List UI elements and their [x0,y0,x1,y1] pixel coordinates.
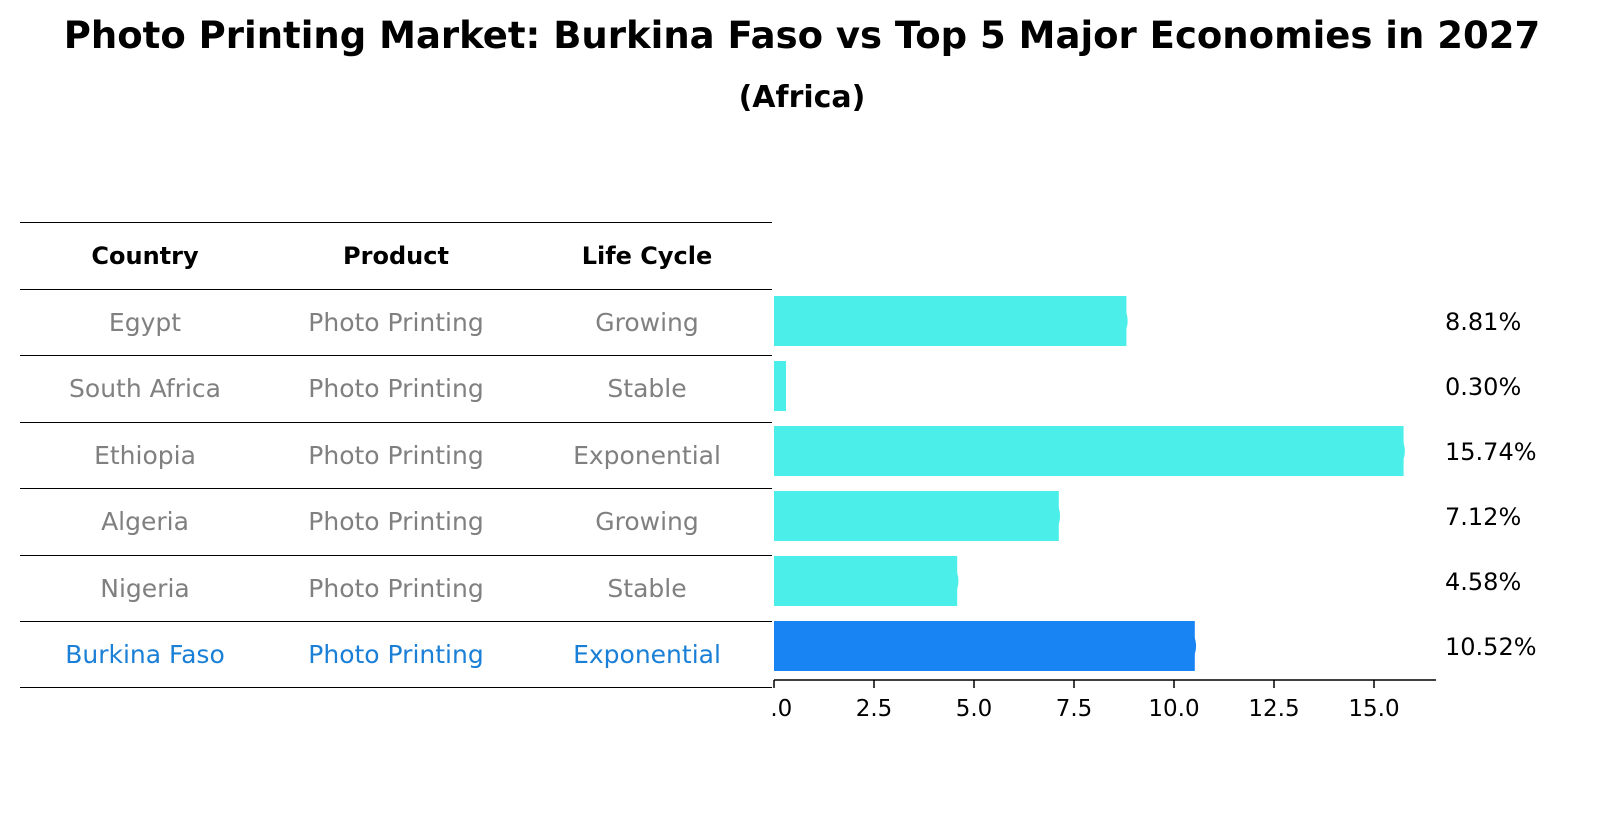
value-label: 0.30% [1445,373,1521,401]
table-row-highlighted: Burkina Faso Photo Printing Exponential [20,621,772,688]
country-cell: Ethiopia [94,440,196,470]
chart-subtitle: (Africa) [738,80,866,115]
country-cell: Egypt [108,307,182,337]
bar-cap [908,556,959,606]
country-cell: South Africa [69,374,221,404]
table-row: South Africa Photo Printing Stable [20,355,772,422]
header-country: Country [91,241,199,270]
x-tick-label: 2.5 [856,696,893,722]
value-label: 4.58% [1445,568,1521,596]
country-cell: Algeria [101,507,189,537]
bar-body [774,361,786,411]
bar-body [774,296,1127,346]
table-row: Algeria Photo Printing Growing [20,488,772,555]
header-life-cycle: Life Cycle [581,241,713,270]
product-cell: Photo Printing [308,507,484,537]
product-cell: Photo Printing [308,573,484,603]
bar-highlighted [774,621,1197,671]
value-label: 8.81% [1445,308,1521,336]
x-tick-label: 7.5 [1056,696,1093,722]
life-cycle-cell: Exponential [573,639,721,669]
table-row: Egypt Photo Printing Growing [20,288,772,356]
x-tick-label: 12.5 [1248,696,1299,722]
bar-body [774,621,1195,671]
life-cycle-cell: Growing [595,507,699,537]
life-cycle-cell: Stable [607,374,687,404]
table-row: Nigeria Photo Printing Stable [20,554,772,622]
value-label: 15.74% [1445,438,1537,466]
x-tick-label: 5.0 [956,696,993,722]
country-cell: Nigeria [100,573,190,603]
life-cycle-cell: Stable [607,573,687,603]
bar-cap [1354,426,1405,476]
chart-title: Photo Printing Market: Burkina Faso vs T… [63,14,1541,57]
bar [774,556,959,606]
bar-body [774,426,1404,476]
header-product: Product [343,241,449,270]
bar-chart: 8.81% 0.30% 15.74% 7.12% 4.58% 10.52% 0.0 2.5 5.… [770,296,1537,722]
life-cycle-cell: Exponential [573,440,721,470]
country-cell: Burkina Faso [65,639,225,669]
table-header-row: Country Product Life Cycle [20,222,772,289]
bar [774,296,1128,346]
product-cell: Photo Printing [308,307,484,337]
bar-cap [1146,621,1197,671]
bar [774,361,786,411]
product-cell: Photo Printing [308,440,484,470]
bar [774,426,1405,476]
data-table: Country Product Life Cycle Egypt Photo P… [20,222,772,688]
x-tick-label: 10.0 [1148,696,1199,722]
life-cycle-cell: Growing [595,307,699,337]
x-tick-label: 15.0 [1348,696,1399,722]
bar [774,491,1061,541]
value-label: 10.52% [1445,633,1537,661]
x-tick-label: 0.0 [770,696,792,722]
bar-cap [1077,296,1128,346]
product-cell: Photo Printing [308,639,484,669]
table-row: Ethiopia Photo Printing Exponential [20,421,772,489]
value-label: 7.12% [1445,503,1521,531]
product-cell: Photo Printing [308,374,484,404]
bar-cap [1010,491,1061,541]
